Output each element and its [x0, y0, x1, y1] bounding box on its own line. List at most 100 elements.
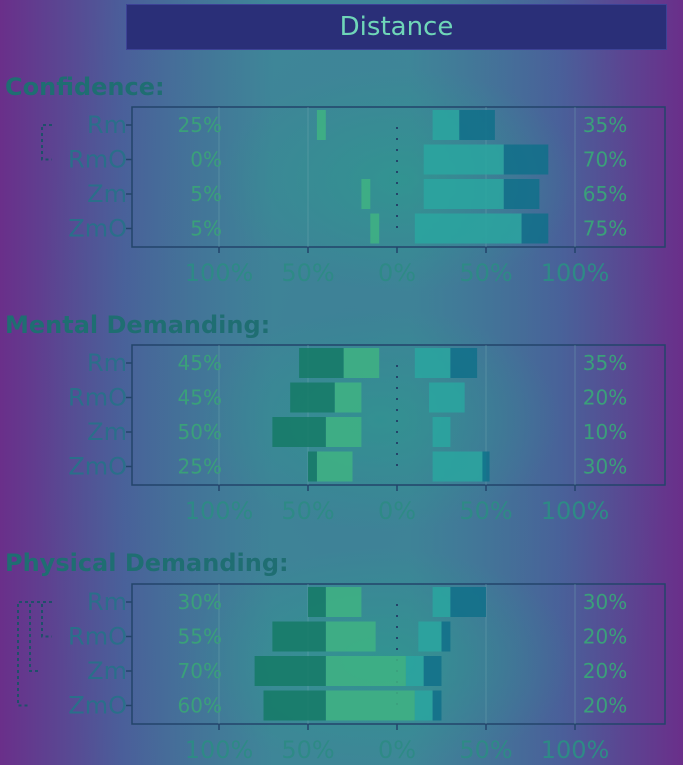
significance-bracket: [41, 601, 52, 638]
x-tick-label: 0%: [378, 259, 416, 287]
row-label: ZmO: [68, 692, 127, 720]
row-label: ZmO: [68, 453, 127, 481]
x-tick-label: 100%: [541, 259, 610, 287]
left-percent-label: 25%: [178, 455, 222, 479]
bar-segment: [254, 656, 326, 686]
distance-header: Distance: [126, 4, 667, 50]
right-percent-label: 20%: [583, 659, 627, 683]
x-tick-label: 50%: [459, 497, 512, 525]
panel-title: Physical Demanding:: [5, 549, 289, 577]
bar-segment: [432, 417, 451, 447]
right-percent-label: 10%: [583, 420, 627, 444]
left-percent-label: 0%: [190, 148, 222, 172]
bar-segment: [325, 417, 362, 447]
x-tick-label: 100%: [185, 259, 254, 287]
x-tick-label: 50%: [281, 736, 334, 764]
bar-segment: [263, 690, 326, 721]
bar-segment: [414, 213, 522, 244]
left-percent-label: 45%: [178, 386, 222, 410]
right-percent-label: 35%: [583, 113, 627, 137]
bar-segment: [316, 110, 326, 140]
row-label: Zm: [87, 418, 127, 446]
bar-segment: [290, 382, 335, 413]
row-label: Rm: [87, 588, 127, 616]
significance-bracket: [41, 124, 52, 161]
x-tick-label: 50%: [281, 259, 334, 287]
x-tick-label: 50%: [459, 736, 512, 764]
bar-segment: [325, 656, 406, 686]
x-tick-label: 50%: [459, 259, 512, 287]
plot-frame: [131, 583, 666, 725]
bar-segment: [272, 621, 326, 652]
bar-segment: [459, 110, 495, 140]
bar-segment: [450, 348, 478, 378]
bar-segment: [432, 451, 486, 482]
row-label: ZmO: [68, 215, 127, 243]
left-percent-label: 70%: [178, 659, 222, 683]
right-percent-label: 75%: [583, 217, 627, 241]
plot-frame: [131, 344, 666, 486]
header-title: Distance: [339, 12, 454, 42]
x-tick-label: 50%: [281, 497, 334, 525]
left-percent-label: 60%: [178, 694, 222, 718]
x-tick-label: 100%: [185, 497, 254, 525]
right-percent-label: 20%: [583, 694, 627, 718]
bar-segment: [316, 451, 353, 482]
left-percent-label: 25%: [178, 113, 222, 137]
panel-title: Mental Demanding:: [5, 311, 270, 339]
bar-segment: [482, 451, 490, 482]
bar-segment: [325, 690, 415, 721]
row-label: Zm: [87, 180, 127, 208]
row-label: Rm: [87, 111, 127, 139]
bar-segment: [432, 690, 442, 721]
bar-segment: [405, 656, 424, 686]
left-percent-label: 5%: [190, 182, 222, 206]
bar-segment: [450, 587, 486, 617]
right-percent-label: 30%: [583, 590, 627, 614]
bar-segment: [429, 382, 465, 413]
left-percent-label: 45%: [178, 351, 222, 375]
panel-2: Physical Demanding: Rm 30% 30% RmO 55% 20% Zm 70…: [5, 549, 666, 764]
plot-frame: [131, 106, 666, 248]
left-percent-label: 55%: [178, 625, 222, 649]
significance-bracket: [29, 601, 40, 672]
row-label: Zm: [87, 657, 127, 685]
bar-segment: [423, 144, 504, 175]
row-label: RmO: [68, 146, 127, 174]
bar-segment: [325, 621, 376, 652]
bar-segment: [272, 417, 326, 447]
bar-segment: [414, 348, 451, 378]
bar-segment: [432, 110, 460, 140]
significance-bracket: [17, 601, 28, 707]
x-tick-label: 100%: [541, 497, 610, 525]
bar-segment: [423, 179, 504, 209]
right-percent-label: 20%: [583, 386, 627, 410]
panel-title: Confidence:: [5, 73, 165, 101]
left-percent-label: 30%: [178, 590, 222, 614]
bar-segment: [299, 348, 344, 378]
x-tick-label: 0%: [378, 736, 416, 764]
x-tick-label: 100%: [541, 736, 610, 764]
right-percent-label: 30%: [583, 455, 627, 479]
row-label: Rm: [87, 349, 127, 377]
row-label: RmO: [68, 384, 127, 412]
bar-segment: [441, 621, 451, 652]
bar-segment: [521, 213, 549, 244]
bar-segment: [432, 587, 451, 617]
right-percent-label: 35%: [583, 351, 627, 375]
panel-1: Mental Demanding: Rm 45% 35% RmO 45% 20% Zm 50% 1…: [5, 311, 666, 525]
row-label: RmO: [68, 623, 127, 651]
x-tick-label: 100%: [185, 736, 254, 764]
bar-segment: [343, 348, 380, 378]
x-tick-label: 0%: [378, 497, 416, 525]
bar-segment: [308, 451, 317, 482]
right-percent-label: 20%: [583, 625, 627, 649]
bar-segment: [418, 621, 442, 652]
bar-segment: [503, 144, 549, 175]
bar-segment: [370, 213, 380, 244]
bar-segment: [361, 179, 371, 209]
bar-segment: [308, 587, 326, 617]
left-percent-label: 50%: [178, 420, 222, 444]
bar-segment: [325, 587, 362, 617]
